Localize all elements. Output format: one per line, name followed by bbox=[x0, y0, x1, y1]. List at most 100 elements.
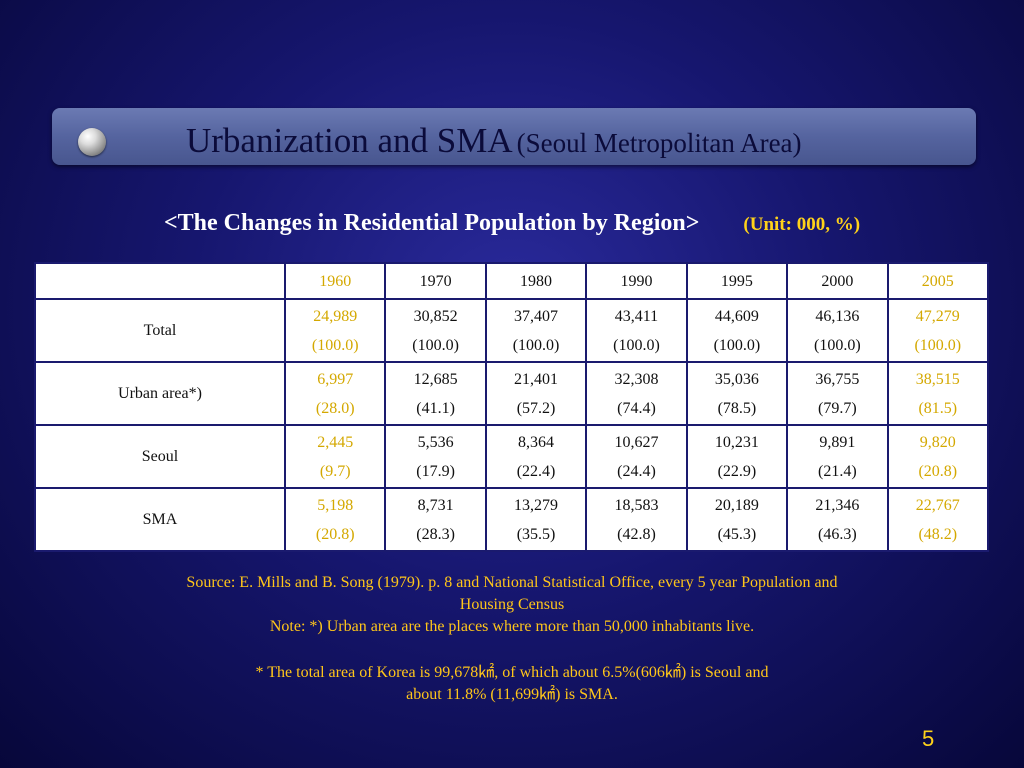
table-cell: 20,189 (45.3) bbox=[685, 487, 789, 552]
header-cell-2000: 2000 bbox=[786, 262, 889, 300]
slide-title-main: Urbanization and SMA bbox=[186, 121, 513, 160]
table-unit: (Unit: 000, %) bbox=[743, 214, 861, 235]
cell-percent: (35.5) bbox=[516, 525, 556, 543]
table-cell: 2,445 (9.7) bbox=[283, 424, 387, 489]
table-cell: 38,515 (81.5) bbox=[886, 361, 990, 426]
cell-value: 5,198 bbox=[317, 496, 354, 514]
table-caption: <The Changes in Residential Population b… bbox=[0, 210, 1024, 237]
cell-percent: (78.5) bbox=[717, 399, 757, 417]
cell-value: 38,515 bbox=[915, 370, 960, 388]
cell-value: 8,731 bbox=[417, 496, 454, 514]
table-cell: 46,136 (100.0) bbox=[786, 298, 889, 363]
table-cell: 9,891 (21.4) bbox=[786, 424, 889, 489]
cell-value: 18,583 bbox=[614, 496, 659, 514]
cell-percent: (42.8) bbox=[617, 525, 656, 543]
table-row: SMA 5,198 (20.8) 8,731 (28.3) 13,279 (35.5)… bbox=[34, 487, 990, 552]
page-number: 5 bbox=[922, 726, 935, 751]
table-cell: 47,279 (100.0) bbox=[886, 298, 990, 363]
cell-value: 36,755 bbox=[815, 370, 860, 388]
header-cell-empty bbox=[34, 262, 286, 300]
cell-value: 47,279 bbox=[915, 307, 960, 325]
cell-percent: (100.0) bbox=[512, 336, 560, 354]
table-cell: 8,364 (22.4) bbox=[484, 424, 588, 489]
row-label: Urban area*) bbox=[34, 361, 286, 426]
table-heading: <The Changes in Residential Population b… bbox=[163, 210, 700, 236]
cell-value: 30,852 bbox=[413, 307, 458, 325]
cell-percent: (74.4) bbox=[617, 399, 656, 417]
cell-percent: (28.3) bbox=[416, 525, 455, 543]
table-cell: 12,685 (41.1) bbox=[384, 361, 487, 426]
table-cell: 35,036 (78.5) bbox=[685, 361, 789, 426]
cell-value: 22,767 bbox=[915, 496, 960, 514]
table-cell: 6,997 (28.0) bbox=[283, 361, 387, 426]
cell-value: 5,536 bbox=[417, 433, 454, 451]
cell-value: 46,136 bbox=[815, 307, 860, 325]
row-label: Total bbox=[34, 298, 286, 363]
slide-title: Urbanization and SMA (Seoul Metropolitan… bbox=[186, 118, 802, 164]
table-cell: 32,308 (74.4) bbox=[585, 361, 688, 426]
table-cell: 21,401 (57.2) bbox=[484, 361, 588, 426]
cell-percent: (79.7) bbox=[817, 399, 857, 417]
table-row: Seoul 2,445 (9.7) 5,536 (17.9) 8,364 (22.4)… bbox=[34, 424, 990, 489]
table-cell: 10,231 (22.9) bbox=[685, 424, 789, 489]
cell-value: 32,308 bbox=[614, 370, 659, 388]
cell-percent: (9.7) bbox=[319, 462, 351, 480]
header-cell-1980: 1980 bbox=[484, 262, 588, 300]
table-row: Total 24,989 (100.0) 30,852 (100.0) 37,407… bbox=[34, 298, 990, 363]
cell-percent: (100.0) bbox=[412, 336, 459, 354]
source-line-2: Housing Census bbox=[459, 596, 565, 613]
table-cell: 43,411 (100.0) bbox=[585, 298, 688, 363]
source-line-1: Source: E. Mills and B. Song (1979). p. … bbox=[186, 574, 838, 591]
cell-percent: (22.9) bbox=[717, 462, 757, 480]
cell-value: 35,036 bbox=[714, 370, 759, 388]
header-cell-1995: 1995 bbox=[685, 262, 789, 300]
footnotes: Source: E. Mills and B. Song (1979). p. … bbox=[60, 572, 964, 706]
cell-value: 20,189 bbox=[714, 496, 759, 514]
area-note-line-2: about 11.8% (11,699㎢) is SMA. bbox=[406, 686, 618, 703]
cell-percent: (21.4) bbox=[817, 462, 857, 480]
spacer bbox=[60, 638, 964, 662]
table-cell: 5,536 (17.9) bbox=[384, 424, 487, 489]
cell-value: 37,407 bbox=[514, 307, 559, 325]
cell-percent: (100.0) bbox=[914, 336, 962, 354]
cell-value: 21,346 bbox=[815, 496, 860, 514]
cell-percent: (48.2) bbox=[918, 525, 958, 543]
table-cell: 10,627 (24.4) bbox=[585, 424, 688, 489]
table-cell: 24,989 (100.0) bbox=[283, 298, 387, 363]
cell-value: 12,685 bbox=[413, 370, 458, 388]
cell-value: 24,989 bbox=[313, 307, 358, 325]
cell-percent: (57.2) bbox=[516, 399, 556, 417]
area-note-line-1: * The total area of Korea is 99,678㎢, of… bbox=[255, 664, 769, 681]
cell-percent: (20.8) bbox=[918, 462, 958, 480]
table-cell: 9,820 (20.8) bbox=[886, 424, 990, 489]
row-label: SMA bbox=[34, 487, 286, 552]
cell-percent: (100.0) bbox=[713, 336, 761, 354]
cell-percent: (17.9) bbox=[416, 462, 455, 480]
cell-value: 9,820 bbox=[919, 433, 956, 451]
cell-percent: (22.4) bbox=[516, 462, 556, 480]
cell-value: 6,997 bbox=[317, 370, 354, 388]
bullet-sphere-icon bbox=[78, 128, 106, 156]
table-cell: 8,731 (28.3) bbox=[384, 487, 487, 552]
cell-percent: (20.8) bbox=[315, 525, 355, 543]
cell-percent: (100.0) bbox=[311, 336, 359, 354]
cell-value: 8,364 bbox=[518, 433, 555, 451]
cell-value: 13,279 bbox=[514, 496, 559, 514]
cell-percent: (24.4) bbox=[617, 462, 656, 480]
cell-value: 9,891 bbox=[819, 433, 856, 451]
header-cell-1960: 1960 bbox=[283, 262, 387, 300]
cell-value: 43,411 bbox=[614, 307, 659, 325]
population-table: 1960 1970 1980 1990 1995 2000 2005 Total… bbox=[34, 262, 990, 552]
cell-percent: (41.1) bbox=[416, 399, 455, 417]
cell-percent: (100.0) bbox=[613, 336, 660, 354]
table-row: Urban area*) 6,997 (28.0) 12,685 (41.1) 21… bbox=[34, 361, 990, 426]
cell-value: 21,401 bbox=[514, 370, 559, 388]
cell-percent: (45.3) bbox=[717, 525, 757, 543]
cell-value: 10,627 bbox=[614, 433, 659, 451]
table-cell: 21,346 (46.3) bbox=[786, 487, 889, 552]
cell-value: 2,445 bbox=[317, 433, 354, 451]
cell-percent: (46.3) bbox=[817, 525, 857, 543]
title-bar bbox=[52, 108, 976, 165]
table-cell: 37,407 (100.0) bbox=[484, 298, 588, 363]
table-cell: 44,609 (100.0) bbox=[685, 298, 789, 363]
